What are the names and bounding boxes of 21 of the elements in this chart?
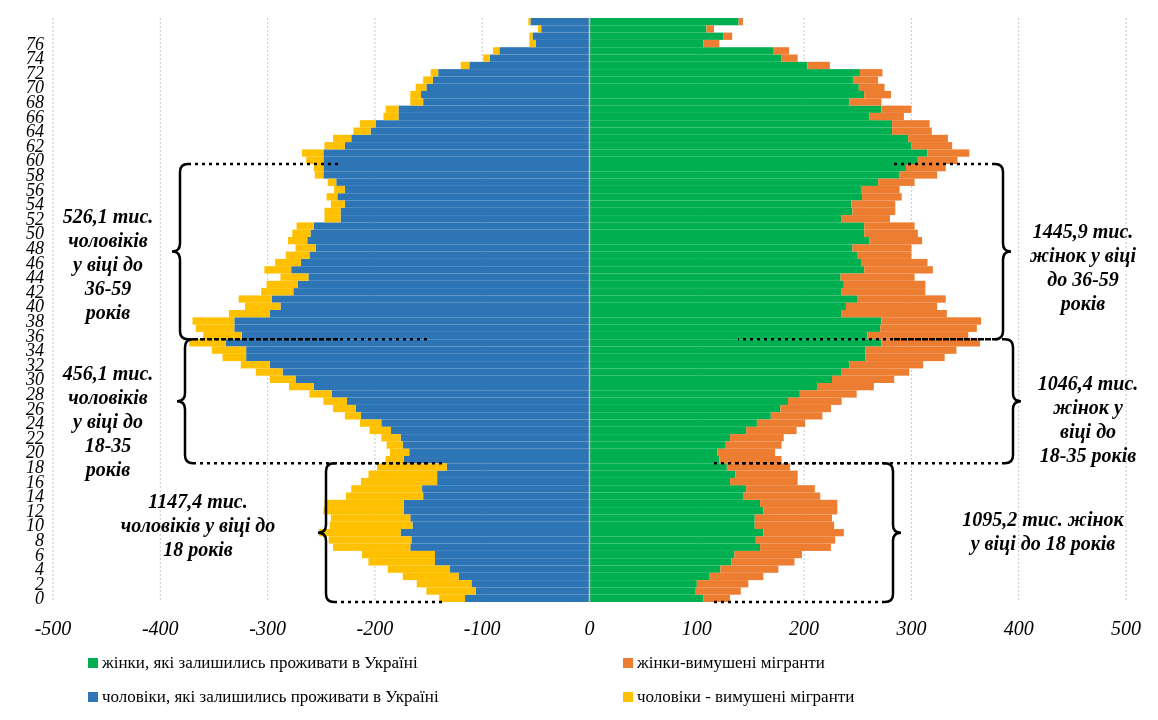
x-tick-label: -300 — [249, 617, 286, 639]
annotation: 1046,4 тис. жінок у віці до 18-35 років — [1037, 372, 1139, 467]
annotation: 456,1 тис. чоловіків у віці до 18-35 років — [61, 362, 154, 481]
x-tick-label: 500 — [1111, 617, 1141, 639]
annotation: 1147,4 тис. чоловіків у віці до 18 років — [120, 490, 276, 561]
x-tick-label: 200 — [789, 617, 820, 639]
x-tick-label: 300 — [895, 617, 927, 639]
legend-label: чоловіки, які залишились проживати в Україні — [102, 687, 439, 706]
x-tick-label: 0 — [584, 617, 595, 639]
annotation: 1445,9 тис. жінок у віці до 36-59 років — [1029, 220, 1137, 315]
x-tick-label: -200 — [356, 617, 394, 639]
annotation: 1095,2 тис. жінок у віці до 18 років — [962, 508, 1125, 555]
legend-label: жінки, які залишились проживати в Україні — [101, 653, 418, 672]
x-tick-label: 100 — [681, 617, 712, 639]
x-tick-label: -400 — [141, 617, 179, 639]
legend-label: жінки-вимушені мігранти — [636, 653, 825, 672]
annotation: 526,1 тис. чоловіків у віці до 36-59 років — [62, 205, 154, 324]
x-tick-label: 400 — [1003, 617, 1034, 639]
legend-label: чоловіки - вимушені мігранти — [637, 687, 855, 706]
x-tick-label: -100 — [463, 617, 501, 639]
x-tick-label: -500 — [34, 617, 72, 639]
